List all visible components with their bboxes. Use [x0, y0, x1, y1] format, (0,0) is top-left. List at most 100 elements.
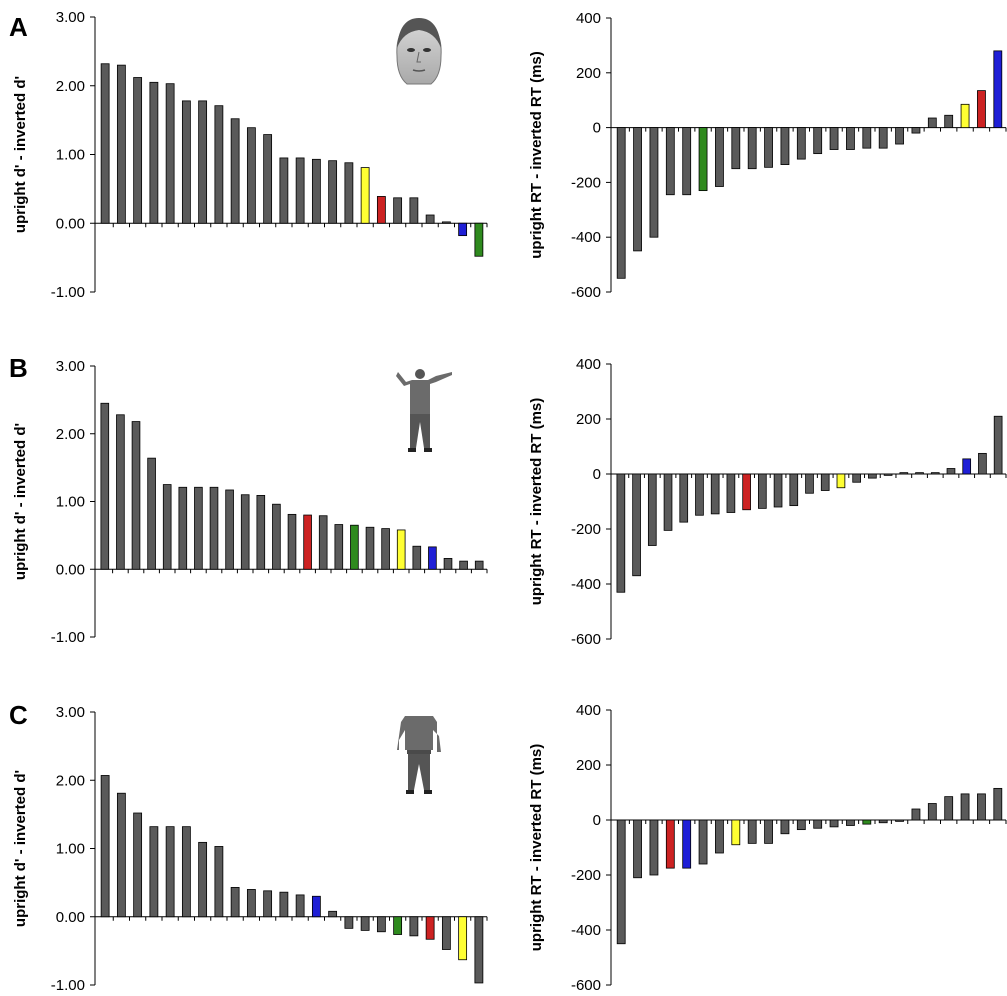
- y-tick-label: 3.00: [56, 358, 85, 375]
- bar: [178, 486, 188, 570]
- bar: [820, 473, 830, 491]
- bar: [279, 157, 289, 224]
- bar: [263, 134, 273, 224]
- bar: [149, 81, 159, 224]
- bar: [376, 916, 386, 933]
- bar: [360, 916, 370, 931]
- bar: [272, 503, 281, 570]
- bar: [344, 162, 354, 224]
- bar: [911, 127, 921, 134]
- bar: [256, 494, 266, 570]
- bar: [977, 90, 986, 129]
- y-tick-label: 0.00: [56, 909, 85, 926]
- bar: [698, 819, 708, 865]
- bar: [927, 117, 937, 129]
- y-tick-label: -1.00: [51, 629, 85, 646]
- bar: [665, 819, 675, 869]
- bar: [633, 127, 642, 252]
- bar: [747, 819, 757, 844]
- y-axis-title: upright d' - inverted d': [12, 76, 29, 233]
- y-tick-label: 0.00: [56, 561, 85, 578]
- y-tick-label: -200: [571, 867, 601, 884]
- bar: [230, 118, 240, 224]
- y-tick-label: 1.00: [56, 494, 85, 511]
- bar: [633, 819, 642, 879]
- bar: [665, 127, 675, 196]
- bar: [993, 50, 1003, 129]
- bar: [474, 222, 484, 257]
- y-tick-label: 400: [576, 10, 601, 27]
- bar: [360, 167, 370, 224]
- bar: [977, 793, 986, 821]
- bar: [133, 812, 143, 918]
- bar: [334, 524, 344, 570]
- bar: [279, 891, 289, 918]
- bar: [715, 127, 724, 187]
- y-tick-label: -600: [571, 977, 601, 994]
- y-axis-title: upright RT - inverted RT (ms): [528, 51, 545, 259]
- y-tick-label: 3.00: [56, 704, 85, 721]
- bar: [396, 529, 406, 570]
- bar: [116, 792, 126, 918]
- bar: [263, 890, 273, 918]
- bar: [616, 473, 626, 593]
- bar: [878, 819, 888, 824]
- bar: [393, 916, 403, 935]
- bar: [181, 826, 191, 918]
- y-tick-label: -200: [571, 521, 601, 538]
- bar: [647, 473, 657, 546]
- bar: [731, 127, 741, 170]
- y-tick-label: 0: [593, 812, 601, 829]
- bar: [813, 127, 823, 155]
- bar: [181, 100, 191, 224]
- bar: [946, 468, 956, 475]
- bar: [311, 895, 321, 918]
- bar: [425, 214, 435, 224]
- bar: [930, 472, 940, 475]
- bar: [409, 916, 419, 937]
- chart-b-accuracy: 3.00 2.00 1.00 0.00 -1.00 upright d' - invert…: [12, 358, 488, 646]
- bar: [742, 473, 751, 511]
- bar: [147, 457, 156, 570]
- y-tick-label: -1.00: [51, 284, 85, 301]
- bar: [350, 524, 359, 570]
- y-tick-label: 2.00: [56, 426, 85, 443]
- bar: [198, 100, 208, 224]
- bar: [295, 157, 305, 224]
- bar: [868, 473, 877, 479]
- y-tick-label: 400: [576, 356, 601, 373]
- bar: [829, 819, 839, 828]
- chart-c-accuracy: 3.00 2.00 1.00 0.00 -1.00 upright d' - invert…: [12, 704, 488, 994]
- bar: [780, 819, 790, 835]
- y-tick-label: -600: [571, 284, 601, 301]
- bar: [198, 841, 208, 918]
- bar: [962, 458, 972, 475]
- bar: [796, 127, 806, 160]
- bar: [878, 127, 888, 149]
- panel-label-a: A: [9, 12, 28, 42]
- y-tick-label: 0: [593, 120, 601, 137]
- bar: [682, 819, 692, 869]
- bar: [443, 558, 453, 570]
- bar: [710, 473, 720, 515]
- bar: [915, 472, 924, 475]
- y-tick-label: 200: [576, 757, 601, 774]
- bar: [747, 127, 757, 170]
- y-tick-label: -400: [571, 229, 601, 246]
- bar: [944, 114, 954, 128]
- bar: [829, 127, 839, 150]
- bar: [165, 826, 175, 918]
- bar: [895, 127, 904, 145]
- bar: [116, 64, 126, 224]
- bar: [194, 486, 203, 570]
- bar: [165, 83, 175, 224]
- bar: [960, 103, 970, 128]
- chart-a-rt: 400 200 0 -200 -400 -600 upright RT - inverted…: [528, 10, 1007, 301]
- y-tick-label: 1.00: [56, 147, 85, 164]
- bar: [214, 105, 224, 224]
- bar: [764, 127, 773, 168]
- bar: [616, 127, 626, 279]
- bar: [318, 515, 328, 570]
- bar: [649, 819, 659, 876]
- body-with-head-icon: [396, 369, 452, 452]
